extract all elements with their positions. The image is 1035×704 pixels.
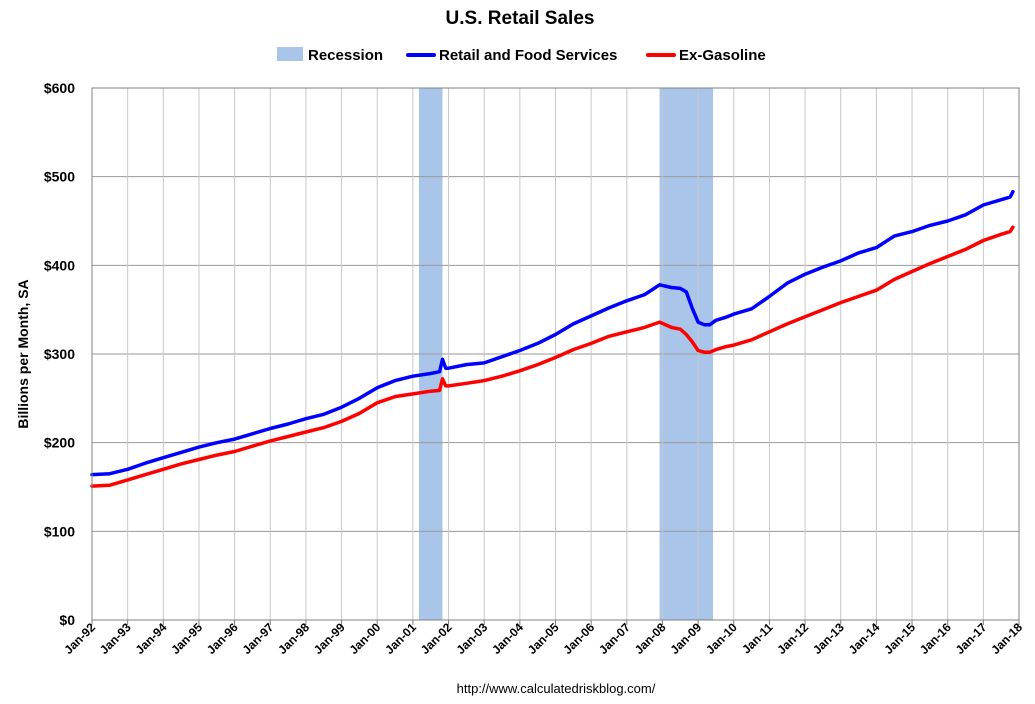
x-tick-label: Jan-09 [667, 620, 704, 657]
x-tick-label: Jan-10 [703, 620, 740, 657]
x-tick-label: Jan-15 [881, 620, 918, 657]
x-tick-label: Jan-06 [560, 620, 597, 657]
x-tick-label: Jan-12 [774, 620, 811, 657]
x-tick-label: Jan-01 [382, 620, 419, 657]
x-tick-label: Jan-05 [525, 620, 562, 657]
series-line-ex-gasoline [90, 225, 1015, 488]
x-tick-label: Jan-18 [988, 620, 1025, 657]
y-axis-label: Billions per Month, SA [15, 279, 31, 428]
x-tick-label: Jan-96 [204, 620, 241, 657]
x-tick-label: Jan-11 [739, 620, 776, 657]
series-line-retail-and-food-services [90, 189, 1015, 477]
y-axis-ticks: $0 $100 $200 $300 $400 $500 $600 [44, 80, 75, 628]
x-tick-label: Jan-97 [240, 620, 277, 657]
y-tick-label: $300 [44, 346, 75, 362]
x-tick-label: Jan-94 [133, 620, 170, 657]
x-tick-label: Jan-13 [810, 620, 847, 657]
y-tick-label: $0 [59, 612, 75, 628]
y-tick-label: $400 [44, 257, 75, 273]
x-axis-ticks: Jan-92Jan-93Jan-94Jan-95Jan-96Jan-97Jan-… [61, 620, 1025, 657]
x-tick-label: Jan-02 [418, 620, 455, 657]
y-tick-label: $200 [44, 435, 75, 451]
x-tick-label: Jan-04 [489, 620, 526, 657]
series-lines [90, 189, 1015, 488]
legend-item-2: Ex-Gasoline [646, 47, 766, 64]
legend-item-0: Recession [277, 47, 383, 64]
x-tick-label: Jan-07 [596, 620, 633, 657]
legend-label: Retail and Food Services [439, 47, 617, 64]
y-tick-label: $600 [44, 80, 75, 96]
y-tick-label: $100 [44, 523, 75, 539]
x-tick-label: Jan-17 [953, 620, 990, 657]
x-tick-label: Jan-08 [632, 620, 669, 657]
x-tick-label: Jan-03 [454, 620, 491, 657]
x-tick-label: Jan-98 [275, 620, 312, 657]
x-tick-label: Jan-99 [311, 620, 348, 657]
chart-title: U.S. Retail Sales [446, 8, 595, 29]
source-url: http://www.calculatedriskblog.com/ [457, 681, 656, 696]
legend-label: Recession [308, 47, 383, 64]
chart-legend: Recession Retail and Food Services Ex-Gaso… [277, 47, 766, 64]
x-tick-label: Jan-16 [917, 620, 954, 657]
legend-label: Ex-Gasoline [679, 47, 766, 64]
x-tick-label: Jan-00 [347, 620, 384, 657]
legend-item-1: Retail and Food Services [406, 47, 617, 64]
x-tick-label: Jan-95 [168, 620, 205, 657]
x-tick-label: Jan-14 [846, 620, 883, 657]
x-tick-label: Jan-93 [97, 620, 134, 657]
legend-swatch-recession [277, 47, 303, 61]
y-tick-label: $500 [44, 169, 75, 185]
